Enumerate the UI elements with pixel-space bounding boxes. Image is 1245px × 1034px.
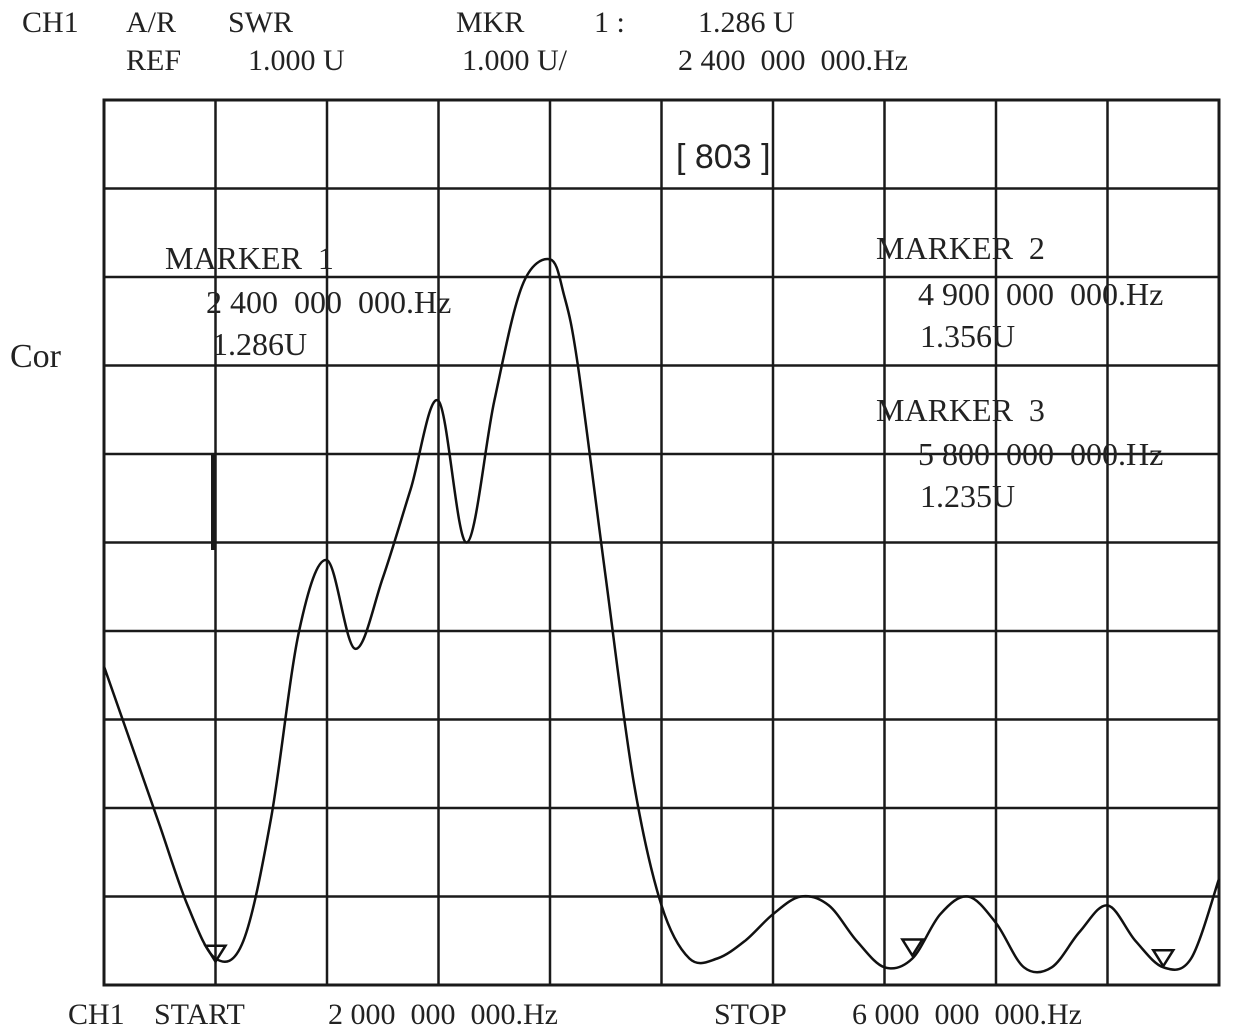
marker-2-frequency: 4 900 000 000.Hz (918, 276, 1164, 312)
header-mode: A/R (126, 6, 177, 39)
header-format: SWR (228, 6, 294, 39)
footer-start-label: START (154, 998, 245, 1031)
marker-3-frequency: 5 800 000 000.Hz (918, 436, 1164, 472)
y-axis-label: Cor (10, 338, 61, 375)
marker-2-title: MARKER 2 (876, 230, 1045, 266)
trace-line (102, 257, 1221, 974)
header-ref-label: REF (126, 44, 182, 77)
marker-3-triangle (1150, 948, 1176, 969)
header-scale: 1.000 U/ (462, 44, 567, 77)
marker-2-value: 1.356U (920, 318, 1016, 354)
marker-1-triangle (203, 944, 228, 965)
footer-stop-value: 6 000 000 000.Hz (852, 998, 1082, 1031)
marker-3-value: 1.235U (920, 478, 1016, 514)
marker-1-value: 1.286U (212, 326, 308, 362)
marker-2-triangle (900, 938, 925, 958)
footer-start-value: 2 000 000 000.Hz (328, 998, 558, 1031)
header-channel: CH1 (22, 6, 79, 39)
header-ref-value: 1.000 U (248, 44, 345, 77)
marker-1-title: MARKER 1 (165, 240, 334, 276)
header-mkr-value: 1.286 U (698, 6, 795, 39)
header-mkr-number: 1 : (594, 6, 625, 39)
header-mkr-freq: 2 400 000 000.Hz (678, 44, 908, 77)
header-mkr-label: MKR (456, 6, 525, 39)
marker-1-frequency: 2 400 000 000.Hz (206, 284, 452, 320)
footer-stop-label: STOP (714, 998, 787, 1031)
footer-channel: CH1 (68, 998, 125, 1031)
marker-3-title: MARKER 3 (876, 392, 1045, 428)
points-label: [ 803 ] (676, 138, 771, 176)
